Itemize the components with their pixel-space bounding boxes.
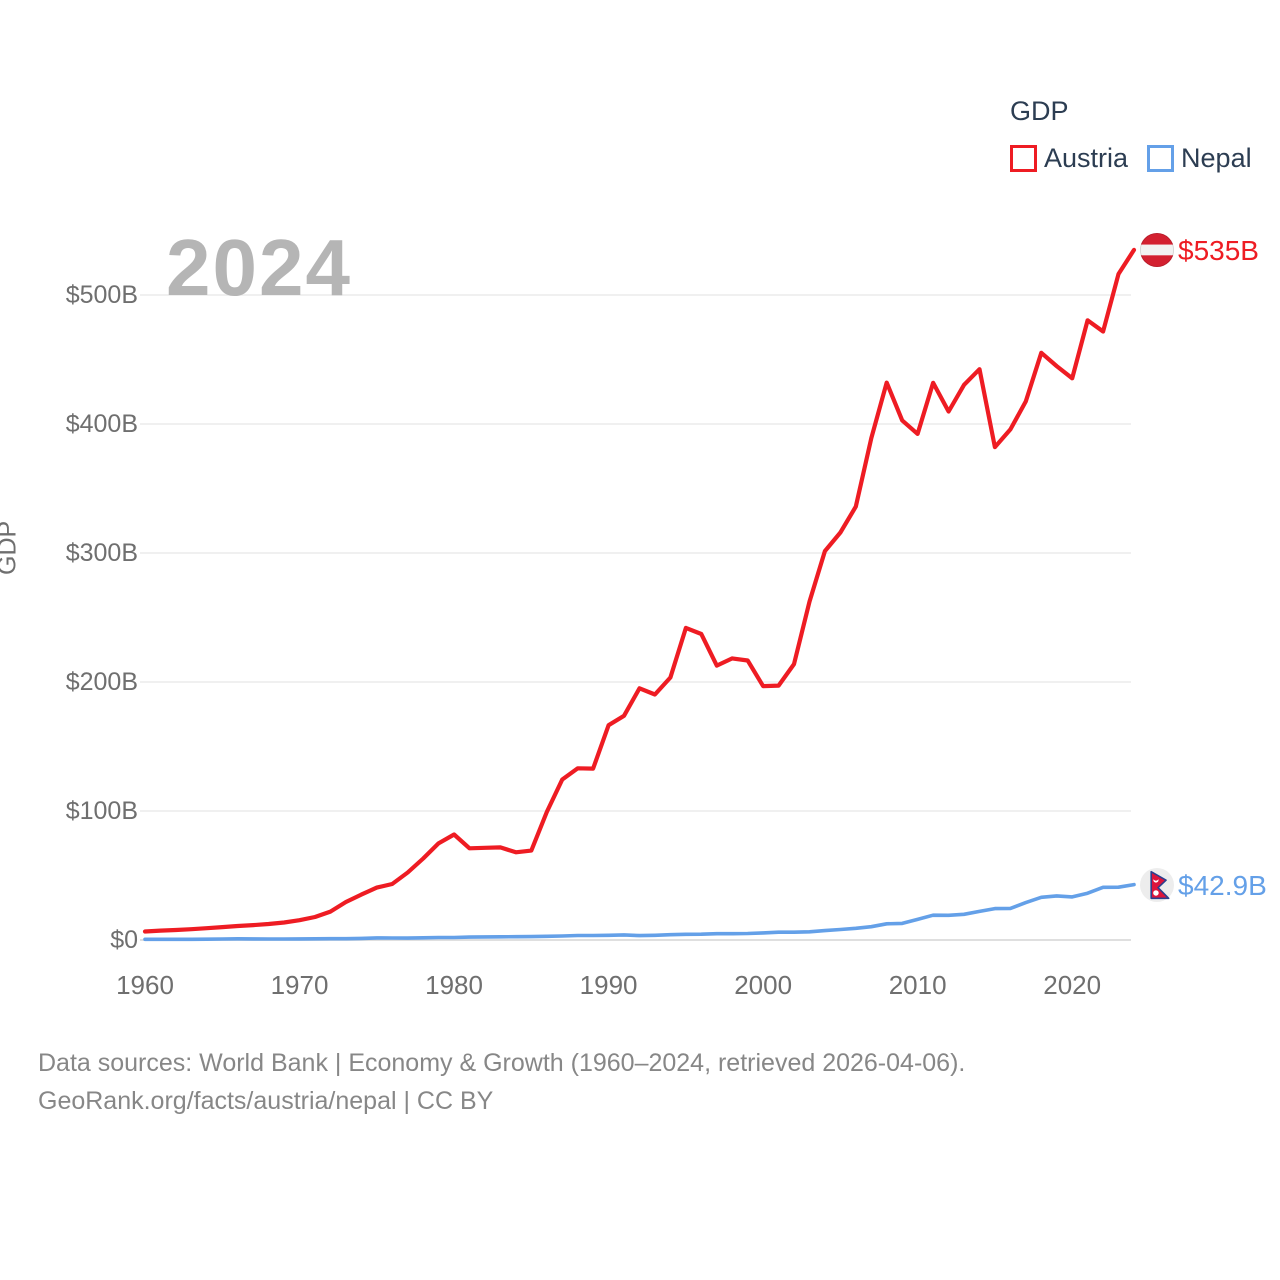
chart-legend: GDP Austria Nepal (1010, 96, 1252, 174)
x-tick-label: 2010 (888, 970, 947, 1000)
y-tick-label: $100B (65, 797, 138, 825)
legend-item-austria[interactable]: Austria (1010, 143, 1128, 174)
year-watermark: 2024 (166, 223, 352, 312)
y-tick-label: $200B (65, 668, 138, 696)
austria-series-swatch (1010, 145, 1037, 172)
nepal-flag-icon (1140, 868, 1174, 902)
attribution-footer: Data sources: World Bank | Economy & Gro… (38, 1044, 965, 1120)
x-tick-label: 1970 (270, 970, 329, 1000)
austria-flag-icon (1140, 233, 1174, 267)
legend-label-nepal: Nepal (1181, 143, 1252, 173)
nepal-series-swatch (1147, 145, 1175, 172)
x-tick-label: 2000 (734, 970, 793, 1000)
austria-end-value-label: $535B (1178, 235, 1259, 266)
legend-title: GDP (1010, 96, 1069, 126)
y-tick-label: $0 (110, 926, 138, 954)
x-tick-label: 1990 (579, 970, 638, 1000)
legend-item-nepal[interactable]: Nepal (1147, 143, 1252, 174)
legend-label-austria: Austria (1044, 143, 1129, 173)
series-line-nepal (143, 882, 1136, 942)
x-tick-label: 1980 (425, 970, 483, 1000)
x-tick-label: 1960 (116, 970, 174, 1000)
nepal-end-value-label: $42.9B (1178, 870, 1267, 901)
y-tick-label: $400B (65, 410, 138, 438)
y-tick-label: $300B (65, 539, 138, 567)
source-url-line: GeoRank.org/facts/austria/nepal | CC BY (38, 1087, 494, 1115)
series-line-austria (142, 247, 1137, 934)
plot-area (140, 247, 1137, 942)
x-tick-label: 2020 (1043, 970, 1102, 1000)
data-sources-line: Data sources: World Bank | Economy & Gro… (38, 1049, 966, 1077)
y-tick-label: $500B (65, 281, 138, 309)
legend-items: Austria Nepal (1010, 143, 1252, 174)
